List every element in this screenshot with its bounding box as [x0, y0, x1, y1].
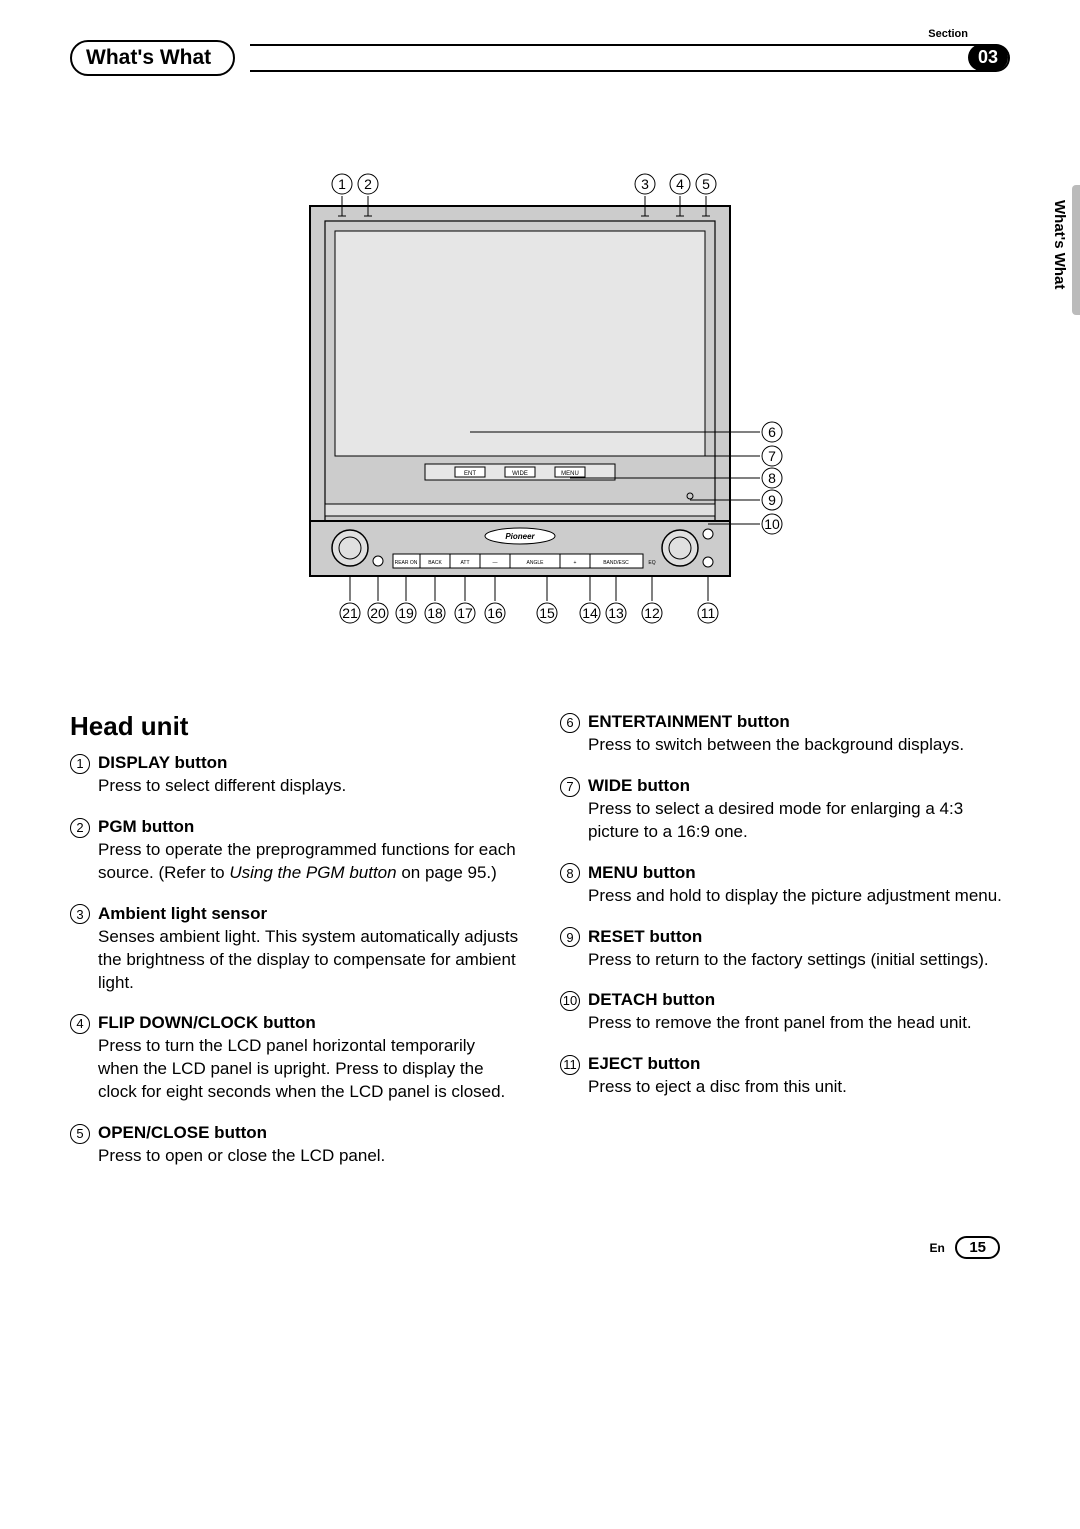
num-icon: 9: [560, 927, 580, 947]
svg-text:8: 8: [768, 470, 776, 486]
item-desc: Press to remove the front panel from the…: [588, 1012, 1010, 1035]
item-desc: Press to open or close the LCD panel.: [98, 1145, 520, 1168]
right-column: 6 ENTERTAINMENT button Press to switch be…: [560, 711, 1010, 1186]
num-icon: 5: [70, 1124, 90, 1144]
item-title: MENU button: [588, 862, 696, 885]
svg-text:13: 13: [608, 605, 624, 621]
svg-text:10: 10: [764, 516, 780, 532]
svg-text:9: 9: [768, 492, 776, 508]
num-icon: 10: [560, 991, 580, 1011]
svg-text:19: 19: [398, 605, 414, 621]
svg-text:+: +: [574, 560, 577, 566]
btn-wide-label: WIDE: [512, 471, 528, 477]
item-desc: Press to select a desired mode for enlar…: [588, 798, 1010, 844]
item-desc: Press to return to the factory settings …: [588, 949, 1010, 972]
item-11: 11 EJECT button Press to eject a disc fro…: [560, 1053, 1010, 1099]
svg-text:1: 1: [338, 176, 346, 192]
svg-text:7: 7: [768, 448, 776, 464]
svg-text:REAR ON: REAR ON: [395, 560, 418, 566]
item-6: 6 ENTERTAINMENT button Press to switch be…: [560, 711, 1010, 757]
diagram-svg: ENT WIDE MENU Pioneer REAR ON BACK ATT: [250, 146, 830, 666]
num-icon: 2: [70, 818, 90, 838]
item-title: RESET button: [588, 926, 702, 949]
head-unit-diagram: ENT WIDE MENU Pioneer REAR ON BACK ATT: [70, 146, 1010, 671]
item-title: OPEN/CLOSE button: [98, 1122, 267, 1145]
item-title: Ambient light sensor: [98, 903, 267, 926]
item-desc: Press to eject a disc from this unit.: [588, 1076, 1010, 1099]
item-title: DETACH button: [588, 989, 715, 1012]
item-title: ENTERTAINMENT button: [588, 711, 790, 734]
item-5: 5 OPEN/CLOSE button Press to open or clos…: [70, 1122, 520, 1168]
item-desc: Press to select different displays.: [98, 775, 520, 798]
item-title: FLIP DOWN/CLOCK button: [98, 1012, 316, 1035]
item-desc: Press and hold to display the picture ad…: [588, 885, 1010, 908]
item-title: EJECT button: [588, 1053, 700, 1076]
item-title: PGM button: [98, 816, 194, 839]
btn-menu-label: MENU: [561, 471, 579, 477]
svg-text:14: 14: [582, 605, 598, 621]
svg-text:EQ: EQ: [648, 560, 655, 566]
svg-text:ATT: ATT: [460, 560, 469, 566]
svg-text:12: 12: [644, 605, 660, 621]
page-number: 15: [955, 1236, 1000, 1259]
side-tab-indicator: [1072, 185, 1080, 315]
page-footer: En 15: [70, 1236, 1010, 1259]
bottom-callouts: 21 20 19 18 17 16 15 14 13 12 11: [340, 576, 718, 623]
item-7: 7 WIDE button Press to select a desired m…: [560, 775, 1010, 844]
svg-text:5: 5: [702, 176, 710, 192]
item-desc: Press to turn the LCD panel horizontal t…: [98, 1035, 520, 1104]
num-icon: 8: [560, 863, 580, 883]
item-2: 2 PGM button Press to operate the preprog…: [70, 816, 520, 885]
lang-label: En: [930, 1241, 945, 1255]
svg-text:4: 4: [676, 176, 684, 192]
svg-text:ANGLE: ANGLE: [527, 560, 545, 566]
left-column: Head unit 1 DISPLAY button Press to selec…: [70, 711, 520, 1186]
item-1: 1 DISPLAY button Press to select differen…: [70, 752, 520, 798]
item-desc: Senses ambient light. This system automa…: [98, 926, 520, 995]
page-header: What's What Section 03: [70, 40, 1010, 76]
header-rule: Section 03: [250, 44, 1010, 72]
item-desc: Press to switch between the background d…: [588, 734, 1010, 757]
svg-text:2: 2: [364, 176, 372, 192]
num-icon: 7: [560, 777, 580, 797]
num-icon: 4: [70, 1014, 90, 1034]
side-tab: What's What: [1051, 200, 1068, 289]
item-desc: Press to operate the preprogrammed funct…: [98, 839, 520, 885]
svg-text:BACK: BACK: [428, 560, 442, 566]
svg-text:3: 3: [641, 176, 649, 192]
num-icon: 3: [70, 904, 90, 924]
section-label: Section: [928, 28, 968, 40]
item-10: 10 DETACH button Press to remove the fron…: [560, 989, 1010, 1035]
brand-label: Pioneer: [505, 532, 535, 541]
item-title: WIDE button: [588, 775, 690, 798]
svg-text:BAND/ESC: BAND/ESC: [603, 560, 629, 566]
page-title: What's What: [70, 40, 235, 76]
num-icon: 11: [560, 1055, 580, 1075]
item-title: DISPLAY button: [98, 752, 227, 775]
item-8: 8 MENU button Press and hold to display t…: [560, 862, 1010, 908]
num-icon: 6: [560, 713, 580, 733]
svg-text:21: 21: [342, 605, 358, 621]
svg-text:17: 17: [457, 605, 473, 621]
svg-text:15: 15: [539, 605, 555, 621]
svg-text:18: 18: [427, 605, 443, 621]
item-3: 3 Ambient light sensor Senses ambient lig…: [70, 903, 520, 995]
btn-ent-label: ENT: [464, 471, 476, 477]
svg-text:16: 16: [487, 605, 503, 621]
item-4: 4 FLIP DOWN/CLOCK button Press to turn th…: [70, 1012, 520, 1104]
item-9: 9 RESET button Press to return to the fac…: [560, 926, 1010, 972]
section-number: 03: [968, 44, 1008, 71]
svg-text:20: 20: [370, 605, 386, 621]
num-icon: 1: [70, 754, 90, 774]
section-heading: Head unit: [70, 711, 520, 742]
content: Head unit 1 DISPLAY button Press to selec…: [70, 711, 1010, 1186]
svg-text:—: —: [493, 560, 498, 566]
svg-text:6: 6: [768, 424, 776, 440]
svg-text:11: 11: [701, 605, 716, 621]
